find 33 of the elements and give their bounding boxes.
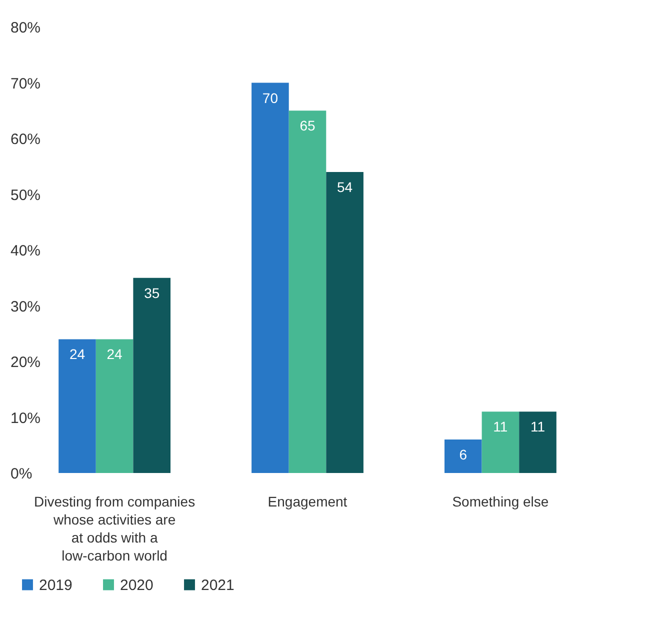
- bar: [252, 82, 289, 473]
- legend-label: 2021: [201, 576, 234, 594]
- data-label: 24: [106, 346, 123, 362]
- bar: [326, 172, 364, 473]
- bar: [96, 339, 134, 473]
- data-label: 11: [530, 418, 546, 435]
- legend-label: 2019: [39, 576, 72, 594]
- y-tick-label: 20%: [10, 354, 41, 371]
- bar: [133, 278, 171, 473]
- y-tick-label: 70%: [10, 75, 41, 92]
- y-tick-label: 50%: [10, 186, 41, 204]
- x-tick-label: Divesting from companies whose activities are at odds with a low-carbon world: [34, 494, 196, 564]
- data-label: 24: [69, 346, 86, 362]
- legend-label: 2020: [120, 576, 154, 594]
- y-tick-label: 80%: [10, 20, 41, 36]
- x-tick-label: Engagement: [268, 494, 348, 510]
- bar: [482, 412, 520, 473]
- bar: [288, 110, 326, 473]
- bar: [58, 339, 96, 473]
- y-tick-label: 60%: [10, 131, 41, 148]
- x-tick-label: Something else: [452, 494, 549, 510]
- y-tick-label: 10%: [10, 410, 41, 427]
- y-tick-label: 30%: [10, 298, 41, 316]
- data-label: 54: [337, 178, 353, 195]
- bar: [519, 412, 556, 473]
- data-label: 11: [493, 418, 508, 435]
- bar: [444, 440, 482, 473]
- data-label: 70: [262, 90, 278, 106]
- data-label: 35: [144, 284, 160, 301]
- data-label: 65: [300, 118, 316, 134]
- y-tick-label: 40%: [10, 242, 41, 260]
- data-label: 6: [459, 446, 468, 463]
- y-tick-label: 0%: [10, 466, 32, 482]
